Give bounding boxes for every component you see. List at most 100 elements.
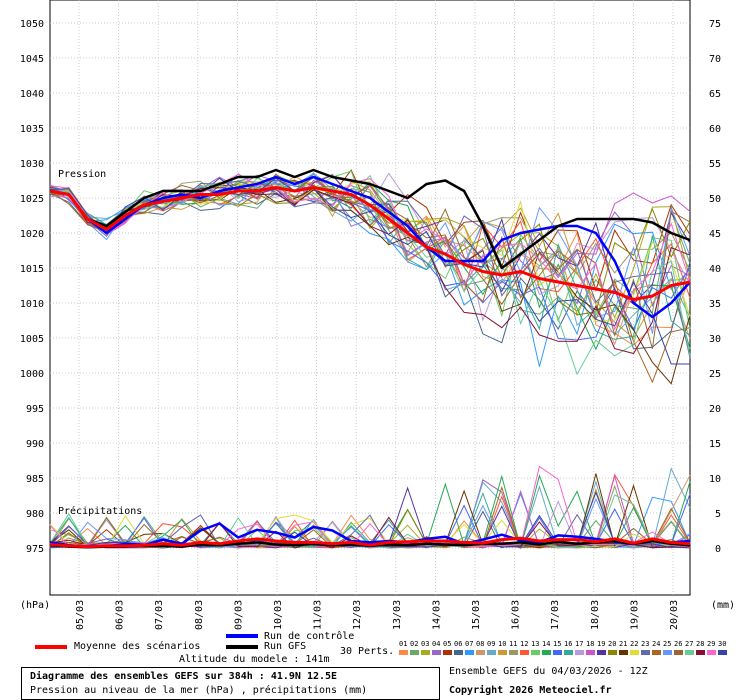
- pert-legend-swatch: [432, 650, 441, 655]
- pert-legend-label: 01: [399, 640, 407, 648]
- date-tick-label: 11/03: [313, 600, 324, 630]
- pert-legend-swatch: [696, 650, 705, 655]
- date-tick-label: 20/03: [669, 600, 680, 630]
- pert-legend-label: 22: [630, 640, 638, 648]
- footer-title-box: Diagramme des ensembles GEFS sur 384h : …: [21, 667, 440, 700]
- right-tick-label: 40: [709, 264, 721, 275]
- left-tick-label: 1035: [20, 124, 44, 135]
- right-tick-label: 25: [709, 369, 721, 380]
- pert-legend-label: 24: [652, 640, 660, 648]
- pert-legend-label: 06: [454, 640, 462, 648]
- altitude-label: Altitude du modele : 141m: [179, 654, 330, 665]
- right-tick-label: 30: [709, 334, 721, 345]
- series-precip-line: [49, 536, 691, 549]
- left-tick-label: 1010: [20, 299, 44, 310]
- pert-legend-swatch: [410, 650, 419, 655]
- pert-legend-swatch: [586, 650, 595, 655]
- left-tick-label: 985: [26, 474, 44, 485]
- right-tick-label: 5: [715, 509, 721, 520]
- pert-legend-swatch: [685, 650, 694, 655]
- pert-legend-swatch: [674, 650, 683, 655]
- pert-legend-swatch: [476, 650, 485, 655]
- right-tick-label: 75: [709, 19, 721, 30]
- left-tick-label: 1040: [20, 89, 44, 100]
- copyright: Copyright 2026 Meteociel.fr: [449, 685, 612, 696]
- left-tick-label: 1050: [20, 19, 44, 30]
- pert-legend-label: 13: [531, 640, 539, 648]
- chart-grid: [49, 0, 691, 596]
- date-tick-label: 16/03: [511, 600, 522, 630]
- left-tick-label: 1025: [20, 194, 44, 205]
- pert-legend-swatch: [443, 650, 452, 655]
- right-tick-label: 50: [709, 194, 721, 205]
- pert-legend-label: 30: [718, 640, 726, 648]
- pert-legend-swatch: [608, 650, 617, 655]
- left-tick-label: 1015: [20, 264, 44, 275]
- pert-legend-swatch: [652, 650, 661, 655]
- date-tick-label: 14/03: [431, 600, 442, 630]
- legend-mean-label: Moyenne des scénarios: [74, 641, 201, 652]
- series-precip-line: [49, 522, 691, 548]
- pert-legend-label: 05: [443, 640, 451, 648]
- pert-legend-label: 23: [641, 640, 649, 648]
- date-tick-label: 13/03: [392, 600, 403, 630]
- right-unit-label: (mm): [711, 600, 736, 611]
- date-tick-label: 05/03: [75, 600, 86, 630]
- date-tick-label: 15/03: [471, 600, 482, 630]
- right-tick-label: 55: [709, 159, 721, 170]
- right-tick-label: 35: [709, 299, 721, 310]
- legend-mean-swatch: [35, 645, 67, 649]
- left-tick-label: 1030: [20, 159, 44, 170]
- pert-legend-label: 25: [663, 640, 671, 648]
- left-tick-label: 1020: [20, 229, 44, 240]
- date-tick-label: 18/03: [590, 600, 601, 630]
- precip-section-label: Précipitations: [58, 506, 143, 517]
- pert-legend-swatch: [707, 650, 716, 655]
- pert-legend-label: 09: [487, 640, 495, 648]
- pert-legend-swatch: [520, 650, 529, 655]
- pert-legend-swatch: [542, 650, 551, 655]
- perturbation-pressure-line-25: [49, 172, 691, 334]
- footer-title: Diagramme des ensembles GEFS sur 384h : …: [30, 671, 338, 682]
- pert-legend-swatch: [531, 650, 540, 655]
- pert-legend-label: 19: [597, 640, 605, 648]
- run-info: Ensemble GEFS du 04/03/2026 - 12Z: [449, 666, 648, 677]
- date-tick-label: 08/03: [194, 600, 205, 630]
- pressure-section-label: Pression: [58, 169, 107, 180]
- series-pressure-line: [49, 186, 691, 301]
- pert-legend-swatch: [597, 650, 606, 655]
- left-tick-label: 1045: [20, 54, 44, 65]
- pert-legend-label: 07: [465, 640, 473, 648]
- left-tick-label: 1000: [20, 369, 44, 380]
- right-tick-label: 10: [709, 474, 721, 485]
- left-tick-label: 975: [26, 544, 44, 555]
- date-tick-label: 12/03: [352, 600, 363, 630]
- legend-control-swatch: [226, 634, 258, 638]
- legend-gfs-label: Run GFS: [264, 641, 307, 652]
- footer-subtitle: Pression au niveau de la mer (hPa) , pré…: [30, 685, 368, 696]
- pert-legend-label: 03: [421, 640, 429, 648]
- pert-legend-label: 08: [476, 640, 484, 648]
- right-tick-label: 45: [709, 229, 721, 240]
- right-tick-label: 70: [709, 54, 721, 65]
- pert-legend-swatch: [553, 650, 562, 655]
- perturbations-label: 30 Perts.: [340, 646, 395, 657]
- perturbation-pressure-line-20: [49, 185, 691, 316]
- date-tick-label: 17/03: [550, 600, 561, 630]
- right-tick-label: 20: [709, 404, 721, 415]
- pert-legend-swatch: [454, 650, 463, 655]
- pert-legend-label: 20: [608, 640, 616, 648]
- right-tick-label: 15: [709, 439, 721, 450]
- pert-legend-label: 16: [564, 640, 572, 648]
- perturbation-pressure-line-28: [49, 187, 691, 355]
- left-tick-label: 990: [26, 439, 44, 450]
- pert-legend-label: 17: [575, 640, 583, 648]
- main-series-lines: [49, 168, 691, 549]
- pert-legend-label: 28: [696, 640, 704, 648]
- legend-gfs-swatch: [226, 645, 258, 649]
- pert-legend-label: 11: [509, 640, 517, 648]
- perturbation-legend: 01 02 03 04 05 06 07 08 09 10 11 12 13 14 15 16 17 18 19 20…: [399, 640, 727, 655]
- plot-frame: [49, 0, 691, 596]
